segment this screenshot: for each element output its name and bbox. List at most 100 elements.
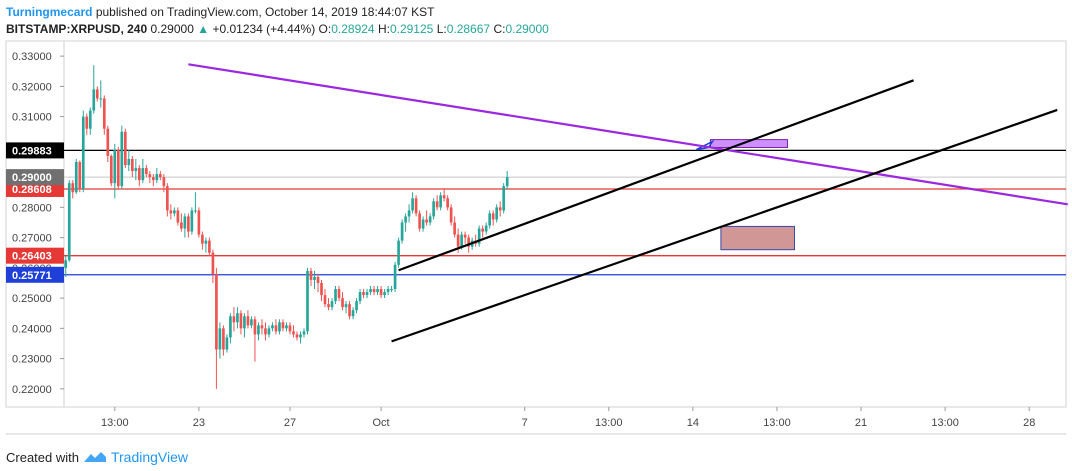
candle-body [243,316,246,329]
candle-body [362,292,365,296]
y-tick-label: 0.31000 [12,112,52,124]
candle-body [152,177,155,181]
candle-body [397,240,400,265]
tradingview-brand[interactable]: TradingView [110,449,189,465]
candle-body [201,234,204,244]
candle-body [379,289,383,296]
candle-body [358,292,362,302]
high-value: 0.29125 [389,22,434,36]
candle-body [316,276,320,283]
y-tick-label: 0.33000 [12,51,52,63]
candle-body [123,131,127,166]
candle-body [257,325,260,335]
candle-body [460,234,463,247]
candle-body [386,289,390,293]
close-label: C: [493,22,506,36]
candle-body [130,158,134,172]
candle-body [348,304,351,317]
candle-body [64,260,68,268]
author-name[interactable]: Turningmecard [6,5,93,19]
price-tag-label: 0.29000 [12,172,52,184]
candle-body [183,216,187,229]
candle-body [159,174,162,178]
candle-body [309,270,313,280]
candle-body [281,322,285,329]
candle-body [327,304,330,308]
candle-body [400,222,404,241]
candle-body [250,319,253,326]
candle-body [299,334,302,338]
candle-body [467,237,470,247]
candle-body [85,116,89,129]
candle-body [421,219,425,229]
x-tick-label: 21 [855,417,867,429]
candle-body [495,207,499,220]
y-tick-label: 0.28000 [12,202,52,214]
candle-body [180,222,183,229]
candle-body [491,213,495,220]
x-tick-label: 13:00 [595,417,623,429]
candle-body [162,177,166,187]
candle-body [74,161,78,193]
price-change: +0.01234 (+4.44%) [212,22,316,36]
candle-body [355,301,358,311]
symbol-line: BITSTAMP:XRPUSD, 240 0.29000 ▲ +0.01234 … [6,21,549,38]
y-tick-label: 0.24000 [12,323,52,335]
candle-body [306,270,309,332]
candle-body [137,168,141,181]
price-tag [6,169,64,186]
price-tag [6,142,64,159]
tradingview-logo-icon[interactable] [83,450,107,464]
chart-header: Turningmecard published on TradingView.c… [6,4,549,38]
candle-body [204,240,208,244]
candle-body [372,289,376,293]
x-tick-label: Oct [373,417,390,429]
candle-body [337,289,341,299]
candle-body [120,131,124,187]
candle-body [330,301,334,308]
symbol-name[interactable]: BITSTAMP:XRPUSD, 240 [6,22,148,36]
candle-body [187,216,190,232]
candle-body [99,98,103,100]
y-tick-label: 0.32000 [12,81,52,93]
plot-area [63,40,1067,408]
price-tag-label: 0.29883 [12,145,52,157]
y-tick-label: 0.23000 [12,354,52,366]
candle-body [288,325,292,332]
price-tag-label: 0.26403 [12,251,52,263]
candle-body [498,207,502,211]
candle-body [222,328,225,350]
candle-body [78,161,82,190]
candle-body [334,289,337,302]
candle-body [239,313,243,329]
y-tick-label: 0.27000 [12,233,52,245]
candle-body [502,186,506,211]
x-tick-label: 13:00 [931,417,959,429]
candle-body [116,149,120,187]
candle-body [92,89,96,111]
candle-body [197,210,201,235]
candle-body [505,177,509,187]
candle-body [106,128,110,156]
x-tick-label: 14 [687,417,699,429]
candle-body [463,234,467,238]
y-tick-label: 0.22000 [12,384,52,396]
created-with-text: Created with [6,449,79,465]
candle-body [341,298,344,308]
candle-body [344,304,348,308]
price-tag [6,266,64,283]
candle-body [218,328,222,350]
candle-body [302,331,306,335]
candle-body [390,289,393,291]
y-axis-panel [5,40,65,408]
candle-body [113,149,117,184]
candle-body [376,289,379,293]
candle-body [449,207,453,223]
candle-body [81,116,85,190]
publish-line: Turningmecard published on TradingView.c… [6,4,549,21]
x-tick-label: 13:00 [763,417,791,429]
candle-body [225,337,229,350]
candle-body [208,240,211,253]
price-tag [6,247,64,264]
